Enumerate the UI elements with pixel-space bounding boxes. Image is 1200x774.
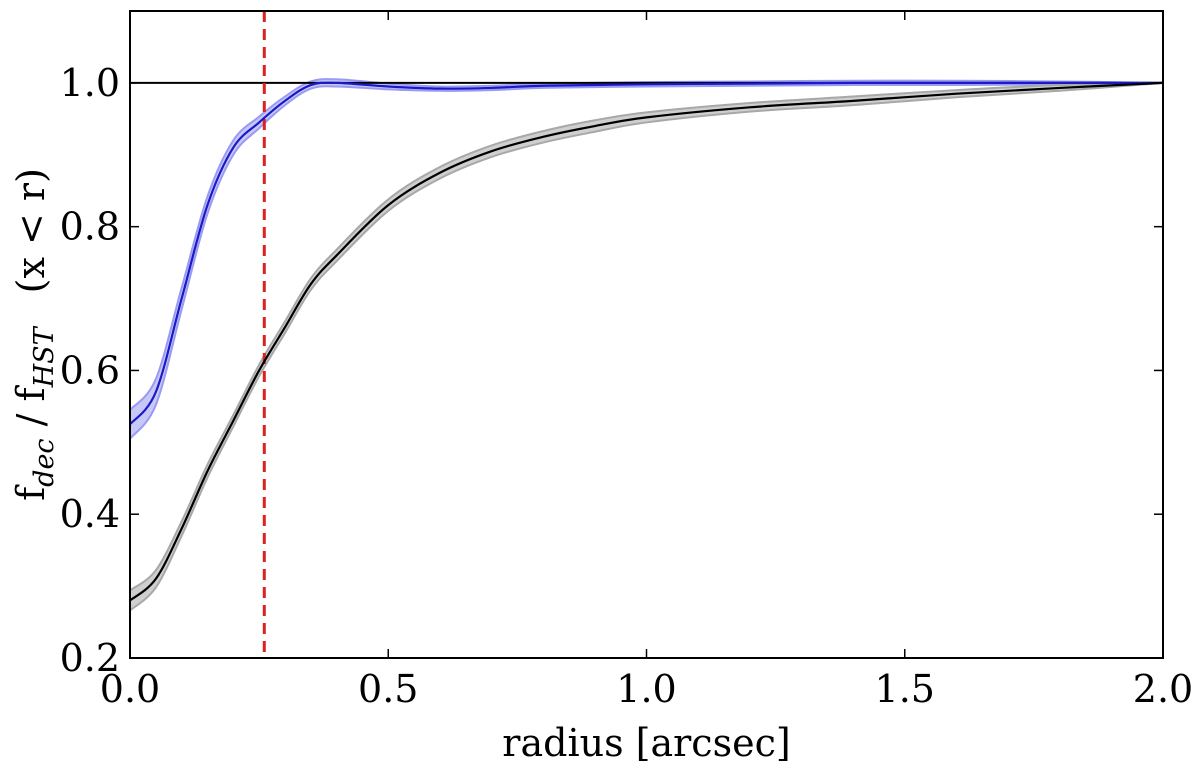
series-1-error-band [129, 78, 1164, 442]
y-label-sub1: dec [29, 438, 60, 486]
x-tick-label: 1.0 [616, 667, 676, 711]
error-bands [129, 78, 1164, 613]
y-tick-labels: 0.2 0.4 0.6 0.8 1.0 [60, 61, 120, 680]
y-label-main: f [9, 484, 53, 501]
y-tick-label: 0.4 [60, 492, 120, 536]
series-1-line [129, 81, 1163, 426]
y-label-mid: / f [9, 384, 53, 438]
y-tick-label: 1.0 [60, 61, 120, 105]
svg-text:fdec / fHST(x < r): fdec / fHST (x < r) [9, 168, 60, 501]
series-2-error-band [129, 81, 1164, 613]
x-tick-label: 0.0 [100, 667, 160, 711]
x-tick-labels: 0.0 0.5 1.0 1.5 2.0 [100, 667, 1193, 711]
y-tick-label: 0.8 [60, 205, 120, 249]
y-tick-label: 0.6 [60, 348, 120, 392]
y-label-tail: (x < r) [9, 168, 53, 293]
y-tick-label: 0.2 [60, 636, 120, 680]
y-label-sub2: HST [29, 325, 60, 388]
x-tick-label: 2.0 [1133, 667, 1193, 711]
x-tick-label: 1.5 [875, 667, 935, 711]
series-lines [129, 81, 1164, 602]
x-tick-label: 0.5 [358, 667, 418, 711]
plot-frame [129, 10, 1164, 659]
series-2-line [129, 81, 1164, 602]
x-axis-label: radius [arcsec] [502, 721, 790, 765]
y-axis-label: fdec / fHST (x < r) [9, 168, 60, 501]
